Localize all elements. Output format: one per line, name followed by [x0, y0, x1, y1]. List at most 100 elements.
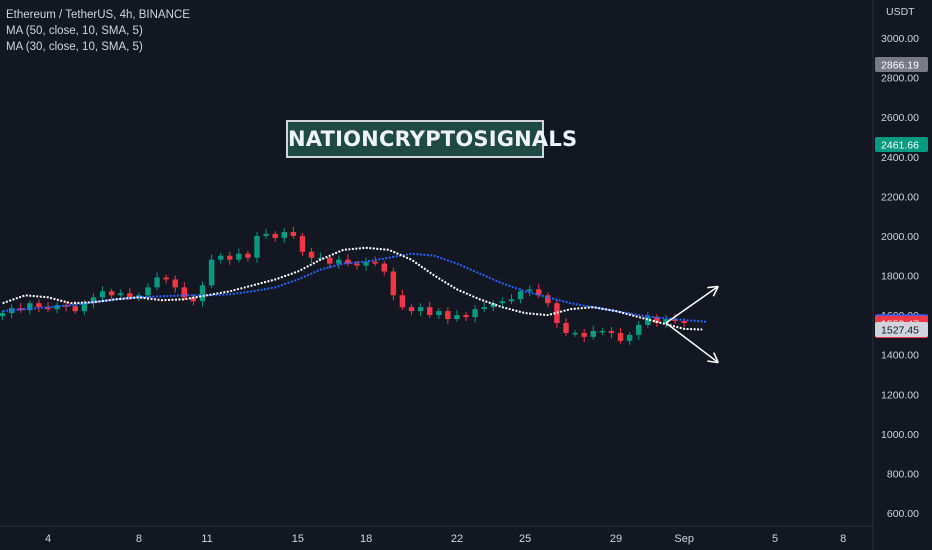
candle-body — [154, 277, 160, 288]
legend-ma30: MA (30, close, 10, SMA, 5) — [6, 41, 143, 53]
y-tick-label: 2200.00 — [881, 191, 919, 203]
ma30-line — [2, 252, 707, 323]
x-tick-label: Sep — [674, 533, 694, 545]
y-tick-label: 2600.00 — [881, 112, 919, 124]
price-marker-bg — [875, 56, 928, 72]
candle-body — [481, 307, 487, 310]
x-tick-label: 8 — [840, 533, 846, 545]
candle-body — [117, 293, 124, 296]
price-marker-bg — [875, 321, 928, 337]
candle-body — [608, 330, 615, 333]
y-tick-label: 2000.00 — [881, 231, 919, 243]
x-tick-label: 15 — [292, 533, 304, 545]
candle-body — [635, 324, 642, 335]
candle-body — [681, 321, 687, 323]
y-tick-label: 2800.00 — [881, 73, 919, 85]
candle-body — [626, 334, 633, 341]
candle-body — [336, 259, 342, 264]
candle-body — [290, 231, 297, 236]
candle-body — [90, 297, 97, 304]
candle-body — [463, 315, 469, 318]
candle-body — [27, 303, 33, 311]
candle-body — [8, 308, 15, 314]
candle-body — [536, 289, 542, 296]
currency-label: USDT — [886, 6, 915, 18]
candle-body — [81, 303, 88, 312]
x-tick-label: 18 — [360, 533, 372, 545]
candle-body — [508, 299, 515, 302]
projection-arrow-up — [665, 285, 719, 324]
candle-body — [454, 315, 460, 320]
candle-body — [572, 332, 578, 335]
projection-arrowhead — [707, 360, 719, 364]
candle-body — [517, 291, 524, 300]
y-tick-label: 800.00 — [887, 468, 919, 480]
candle-body — [327, 257, 333, 264]
candle-body — [672, 319, 678, 322]
candle-body — [217, 255, 224, 260]
candle-body — [381, 263, 387, 272]
candle-body — [390, 271, 397, 296]
candle-body — [645, 317, 651, 325]
candle-body — [499, 301, 506, 304]
candle-body — [54, 305, 60, 310]
candle-body — [372, 261, 378, 264]
candle-body — [545, 295, 551, 304]
x-tick-label: 8 — [136, 533, 142, 545]
candle-body — [208, 259, 215, 286]
candle-body — [45, 307, 51, 310]
candle-body — [0, 313, 6, 317]
price-marker-label: 1527.45 — [881, 324, 919, 336]
candle-body — [190, 297, 197, 302]
y-tick-label: 1200.00 — [881, 389, 919, 401]
projection-arrowhead — [707, 285, 719, 289]
candle-body — [236, 253, 242, 260]
candle-body — [399, 295, 406, 308]
candle-body — [417, 307, 424, 312]
legend: Ethereum / TetherUS, 4h, BINANCE MA (50,… — [6, 7, 190, 55]
y-tick-label: 3000.00 — [881, 33, 919, 45]
legend-ma50: MA (50, close, 10, SMA, 5) — [6, 25, 143, 37]
candle-body — [199, 285, 206, 302]
candle-body — [181, 287, 188, 298]
candle-body — [617, 332, 624, 341]
candle-body — [363, 261, 369, 266]
candle-body — [136, 295, 142, 298]
candle-body — [599, 330, 606, 333]
candle-body — [163, 277, 169, 280]
candle-body — [172, 279, 178, 288]
y-tick-label: 1400.00 — [881, 350, 919, 362]
candle-body — [99, 291, 106, 298]
candle-body — [245, 253, 251, 258]
projection-arrow-down — [665, 322, 719, 364]
candle-body — [263, 233, 269, 236]
price-marker-bg — [875, 137, 928, 153]
candle-body — [145, 287, 151, 296]
candle-body — [108, 291, 115, 296]
ma50-line — [2, 246, 703, 331]
x-tick-label: 25 — [519, 533, 531, 545]
price-marker-label: 2866.19 — [881, 59, 919, 71]
projection-arrowhead — [712, 286, 719, 297]
candle-body — [299, 235, 306, 252]
candle-body — [663, 319, 669, 323]
x-tick-label: 22 — [451, 533, 463, 545]
x-tick-label: 4 — [45, 533, 51, 545]
candle-body — [72, 306, 78, 312]
candle-body — [436, 311, 442, 316]
y-tick-label: 1000.00 — [881, 429, 919, 441]
candle-body — [317, 257, 324, 260]
candle-body — [345, 259, 351, 264]
chart-title: Ethereum / TetherUS, 4h, BINANCE — [6, 9, 190, 21]
candle-body — [472, 309, 478, 318]
candle-body — [127, 293, 133, 298]
candle-body — [281, 231, 288, 238]
x-tick-label: 5 — [772, 533, 778, 545]
x-tick-label: 11 — [201, 533, 212, 545]
candle-body — [490, 303, 497, 308]
candle-body — [308, 251, 315, 258]
watermark-banner: NATIONCRYPTOSIGNALS — [286, 120, 577, 158]
y-tick-label: 600.00 — [887, 508, 919, 520]
